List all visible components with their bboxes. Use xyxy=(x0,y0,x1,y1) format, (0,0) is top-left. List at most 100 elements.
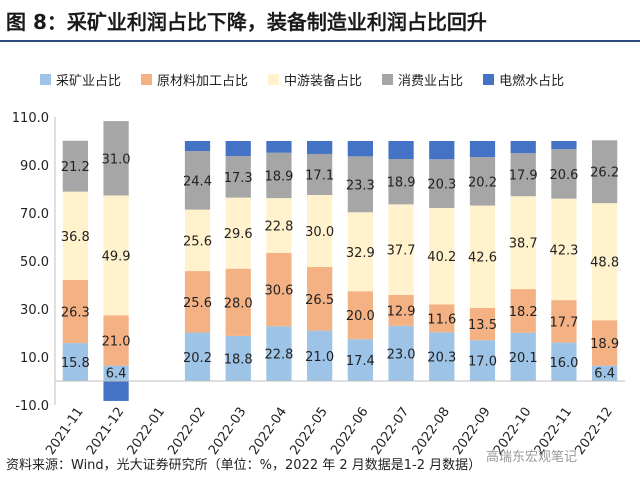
bar-segment xyxy=(103,365,129,381)
bar-segment xyxy=(347,156,373,213)
bar-segment xyxy=(307,141,333,154)
bar-segment xyxy=(103,195,129,316)
x-tick-label: 2022-08 xyxy=(410,405,453,458)
bar-segment xyxy=(429,141,455,160)
x-tick-label: 2022-03 xyxy=(206,405,249,458)
bar-segment xyxy=(469,157,496,206)
data-label: 22.8 xyxy=(264,219,293,234)
bar-segment xyxy=(592,203,618,321)
title-bar: 图 8：采矿业利润占比下降，装备制造业利润占比回升 xyxy=(0,0,640,44)
bar-segment xyxy=(429,332,455,381)
bar-segment xyxy=(551,300,577,343)
legend-item: 中游装备占比 xyxy=(268,70,362,89)
data-label: 32.9 xyxy=(346,246,375,261)
data-label: 22.8 xyxy=(264,348,293,363)
bar-segment xyxy=(225,335,251,381)
bar-segment xyxy=(469,205,496,308)
bar-segment xyxy=(510,153,536,197)
x-tick-label: 2022-12 xyxy=(572,405,615,458)
data-label: 12.9 xyxy=(387,304,416,319)
data-label: 20.0 xyxy=(346,309,375,324)
data-label: 17.7 xyxy=(549,315,578,330)
bar-segment xyxy=(266,141,292,153)
bar-segment xyxy=(388,325,414,381)
data-label: 28.0 xyxy=(224,296,253,311)
data-label: 21.2 xyxy=(61,160,90,175)
bar-segment xyxy=(469,141,496,158)
data-label: 36.8 xyxy=(61,230,90,245)
data-label: 17.9 xyxy=(509,169,538,184)
data-label: 20.2 xyxy=(468,175,497,190)
data-label: 18.2 xyxy=(509,305,538,320)
watermark: 高瑞东宏观笔记 xyxy=(486,450,578,465)
x-tick-label: 2022-06 xyxy=(328,405,371,458)
bar-segment xyxy=(225,268,251,336)
title-rule xyxy=(0,40,640,42)
data-label: 30.6 xyxy=(264,284,293,299)
x-tick-label: 2022-07 xyxy=(369,405,412,458)
data-label: 37.7 xyxy=(387,244,416,259)
y-tick-label: 90.0 xyxy=(20,159,49,174)
bar-segment xyxy=(551,149,577,199)
x-tick-label: 2021-11 xyxy=(43,405,86,458)
bar-segment xyxy=(347,291,373,340)
data-label: 20.3 xyxy=(427,351,456,366)
legend-item: 消费业占比 xyxy=(382,70,463,89)
bar-segment xyxy=(510,289,536,333)
data-label: 11.6 xyxy=(427,312,456,327)
data-label: 20.6 xyxy=(549,168,578,183)
x-tick-label: 2022-04 xyxy=(247,405,290,458)
data-label: 20.2 xyxy=(183,351,212,366)
x-tick-label: 2021-12 xyxy=(84,405,127,458)
bar-segment xyxy=(510,141,536,154)
data-label: 38.7 xyxy=(509,237,538,252)
data-label: 23.0 xyxy=(387,347,416,362)
data-label: 26.5 xyxy=(305,293,334,308)
legend-swatch xyxy=(268,73,280,85)
data-label: 17.4 xyxy=(346,354,375,369)
data-label: 16.0 xyxy=(549,356,578,371)
bar-segment xyxy=(469,340,496,381)
data-label: 48.8 xyxy=(590,256,619,271)
data-label: 18.9 xyxy=(590,337,619,352)
y-tick-label: 70.0 xyxy=(20,207,49,222)
legend-item: 电燃水占比 xyxy=(483,70,565,89)
chart-title: 图 8：采矿业利润占比下降，装备制造业利润占比回升 xyxy=(6,10,487,34)
data-label: 25.6 xyxy=(183,296,212,311)
y-tick-label: 10.0 xyxy=(20,351,49,366)
x-tick-label: 2022-01 xyxy=(125,405,168,458)
y-tick-label: 50.0 xyxy=(20,255,49,270)
data-label: 17.0 xyxy=(468,355,497,370)
legend-label: 电燃水占比 xyxy=(499,73,565,89)
data-label: 20.1 xyxy=(509,351,538,366)
data-label: 26.3 xyxy=(61,306,90,321)
data-label: 21.0 xyxy=(305,350,334,365)
data-label: 17.1 xyxy=(305,168,334,183)
bar-segment xyxy=(429,159,455,208)
data-label: 15.8 xyxy=(61,356,90,371)
data-label: 21.0 xyxy=(102,334,131,349)
data-label: 26.2 xyxy=(590,166,619,181)
bar-segment xyxy=(184,151,211,210)
bar-segment xyxy=(103,121,129,196)
data-label: 18.9 xyxy=(264,169,293,184)
legend-label: 原材料加工占比 xyxy=(157,73,249,89)
bar-segment xyxy=(266,198,292,253)
data-label: 23.3 xyxy=(346,178,375,193)
bar-segment xyxy=(62,191,88,280)
data-label: 17.3 xyxy=(224,171,253,186)
bar-segment xyxy=(266,326,292,381)
data-label: 20.3 xyxy=(427,178,456,193)
bar-segment xyxy=(347,141,373,157)
bar-segment xyxy=(103,315,129,366)
bar-segment xyxy=(551,141,577,150)
data-label: 25.6 xyxy=(183,234,212,249)
bar-segment xyxy=(469,307,496,341)
data-label: 42.6 xyxy=(468,251,497,266)
y-tick-label: 110.0 xyxy=(12,111,49,126)
data-label: 18.9 xyxy=(387,176,416,191)
bar-segment xyxy=(388,294,414,326)
x-tick-label: 2022-02 xyxy=(165,405,208,458)
source-note: 资料来源：Wind，光大证券研究所（单位：%，2022 年 2 月数据是1-2 … xyxy=(6,458,482,473)
